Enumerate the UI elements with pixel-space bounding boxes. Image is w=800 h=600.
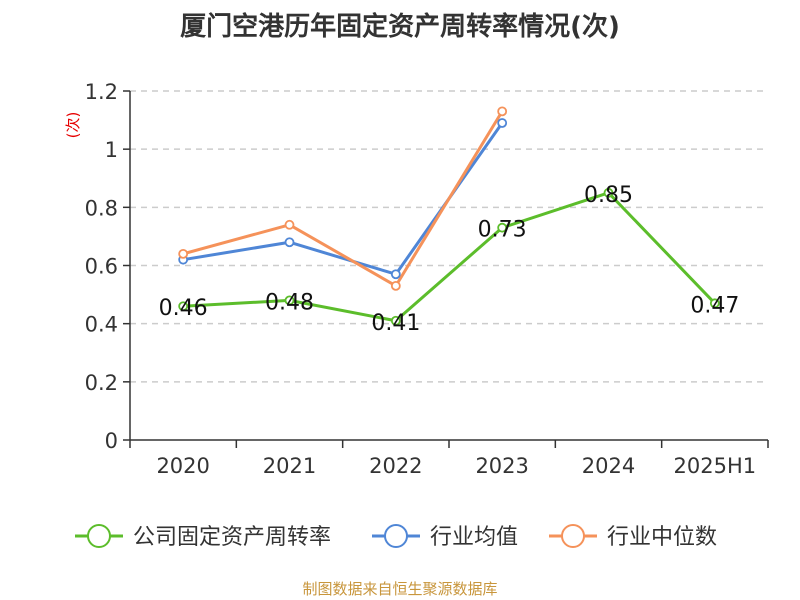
y-tick-label: 0.8 <box>85 196 118 220</box>
series-line <box>182 122 504 276</box>
legend-label: 公司固定资产周转率 <box>133 525 331 550</box>
chart-title: 厦门空港历年固定资产周转率情况(次) <box>180 12 620 42</box>
data-point <box>390 269 401 280</box>
data-point <box>709 298 720 309</box>
data-point <box>497 118 508 128</box>
data-label: 0.47 <box>690 293 739 318</box>
data-point <box>284 219 295 230</box>
x-tick-label: 2020 <box>156 454 209 478</box>
grid-lines <box>130 90 768 383</box>
series-line <box>183 191 716 323</box>
data-point <box>497 222 508 233</box>
data-label: 0.85 <box>584 183 633 208</box>
data-label: 0.41 <box>371 311 420 336</box>
y-tick-label: 1 <box>105 138 118 162</box>
data-point <box>178 301 189 312</box>
legend-label: 行业均值 <box>430 525 518 550</box>
y-axis-unit-label: (次) <box>64 112 82 139</box>
series-lines <box>182 110 716 323</box>
legend-marker <box>384 524 408 548</box>
legend: 公司固定资产周转率 行业均值 行业中位数 <box>75 524 717 550</box>
y-tick-label: 1.2 <box>85 80 118 104</box>
data-point <box>178 248 189 259</box>
y-tick-label: 0.6 <box>85 255 118 279</box>
data-point <box>284 237 295 248</box>
data-point <box>390 280 401 291</box>
source-note: 制图数据来自恒生聚源数据库 <box>302 580 498 598</box>
data-label: 0.46 <box>159 296 208 321</box>
data-point <box>497 106 508 117</box>
x-tick-label: 2022 <box>369 454 422 478</box>
series-line <box>182 110 504 288</box>
x-tick-label: 2024 <box>582 454 635 478</box>
y-tick-label: 0 <box>105 429 118 453</box>
data-label: 0.73 <box>478 218 527 243</box>
data-point <box>284 295 295 306</box>
legend-marker <box>561 524 585 548</box>
data-labels: 0.46 0.48 0.41 0.73 0.85 0.47 <box>159 183 740 336</box>
data-label: 0.48 <box>265 290 314 315</box>
data-point <box>603 187 614 198</box>
y-tick-label: 0.2 <box>85 371 118 395</box>
x-tick-label: 2023 <box>475 454 528 478</box>
y-tick-label: 0.4 <box>85 313 118 337</box>
data-point <box>390 315 401 326</box>
legend-label: 行业中位数 <box>607 525 717 550</box>
x-tick-label: 2021 <box>263 454 316 478</box>
legend-marker <box>87 524 111 548</box>
data-points <box>178 106 720 326</box>
x-tick-label: 2025H1 <box>674 454 757 478</box>
axes: 0 0.2 0.4 0.6 0.8 1 1.2 2020 2021 2022 2023 2024 202… <box>85 80 769 478</box>
